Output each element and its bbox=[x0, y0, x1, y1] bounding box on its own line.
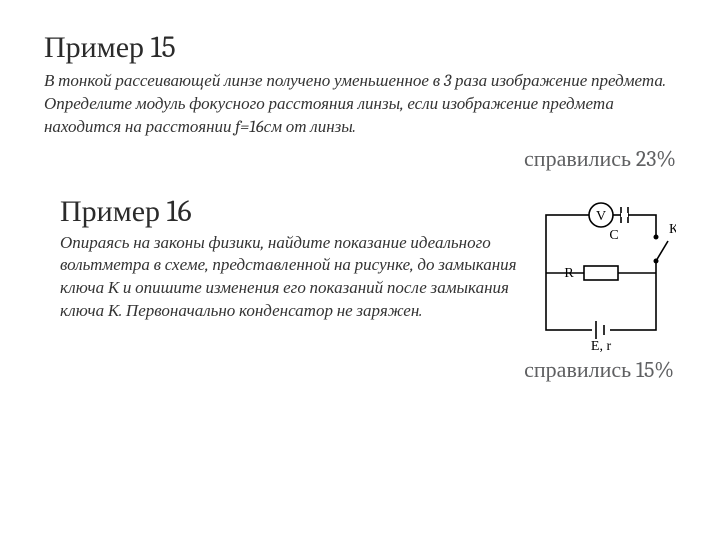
label-e: E, r bbox=[591, 339, 612, 354]
example15-text: В тонкой рассеивающей линзе получено уме… bbox=[44, 71, 676, 140]
label-c: C bbox=[609, 228, 618, 243]
example16-text: Опираясь на законы физики, найдите показ… bbox=[60, 233, 530, 323]
example15-passrate: справились 23% bbox=[44, 146, 676, 172]
label-r: R bbox=[564, 266, 574, 281]
example15-title: Пример 15 bbox=[44, 30, 676, 65]
example16-passrate: справились 15% bbox=[60, 357, 674, 383]
label-k: К bbox=[669, 222, 676, 237]
circuit-diagram: V C R К E, r bbox=[536, 195, 676, 355]
example16-block: Пример 16 Опираясь на законы физики, най… bbox=[44, 194, 676, 383]
label-v: V bbox=[596, 209, 606, 224]
